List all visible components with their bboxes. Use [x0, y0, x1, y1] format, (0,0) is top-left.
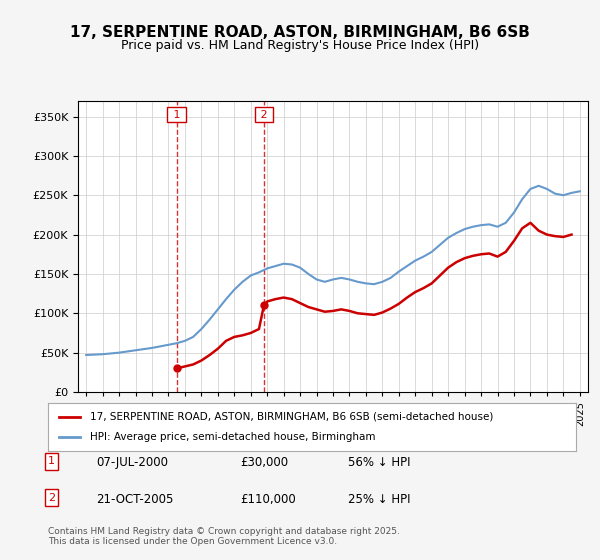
Text: £110,000: £110,000 — [240, 493, 296, 506]
Text: 2: 2 — [48, 493, 55, 503]
Text: 2: 2 — [257, 110, 271, 119]
Text: £30,000: £30,000 — [240, 456, 288, 469]
Text: HPI: Average price, semi-detached house, Birmingham: HPI: Average price, semi-detached house,… — [90, 432, 376, 442]
Text: 56% ↓ HPI: 56% ↓ HPI — [348, 456, 410, 469]
Text: Price paid vs. HM Land Registry's House Price Index (HPI): Price paid vs. HM Land Registry's House … — [121, 39, 479, 52]
Text: 25% ↓ HPI: 25% ↓ HPI — [348, 493, 410, 506]
Text: 17, SERPENTINE ROAD, ASTON, BIRMINGHAM, B6 6SB (semi-detached house): 17, SERPENTINE ROAD, ASTON, BIRMINGHAM, … — [90, 412, 494, 422]
Text: 21-OCT-2005: 21-OCT-2005 — [96, 493, 173, 506]
Text: 07-JUL-2000: 07-JUL-2000 — [96, 456, 168, 469]
Text: 17, SERPENTINE ROAD, ASTON, BIRMINGHAM, B6 6SB: 17, SERPENTINE ROAD, ASTON, BIRMINGHAM, … — [70, 25, 530, 40]
Text: 1: 1 — [48, 456, 55, 466]
Text: Contains HM Land Registry data © Crown copyright and database right 2025.
This d: Contains HM Land Registry data © Crown c… — [48, 526, 400, 546]
Text: 1: 1 — [170, 110, 184, 119]
